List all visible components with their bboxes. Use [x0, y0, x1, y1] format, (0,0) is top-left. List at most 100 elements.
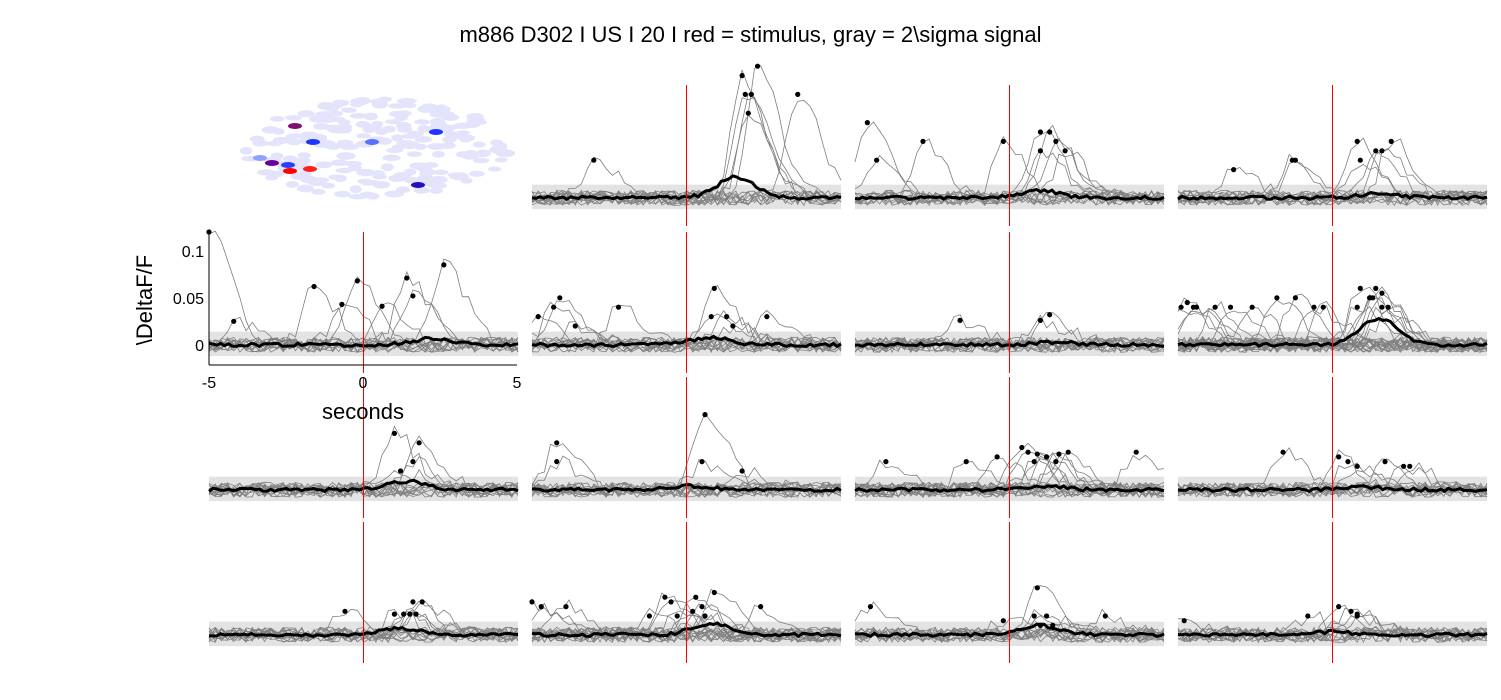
roi-cell: [391, 134, 404, 142]
roi-cell: [269, 115, 285, 122]
roi-cell: [315, 161, 333, 169]
roi-highlight: [306, 139, 320, 145]
roi-cell: [382, 154, 401, 162]
roi-cell: [456, 130, 471, 136]
event-peak-marker: [730, 323, 736, 329]
roi-cell: [363, 112, 378, 121]
event-peak-marker: [1062, 148, 1068, 154]
roi-cell: [386, 147, 404, 154]
event-peak-marker: [1320, 304, 1326, 310]
y-tick-label: 0.05: [173, 291, 204, 308]
roi-cell: [336, 139, 354, 147]
event-peak-marker: [1370, 295, 1376, 301]
roi-cell: [381, 163, 394, 172]
roi-cell: [431, 150, 445, 158]
event-peak-marker: [1354, 138, 1360, 144]
event-peak-marker: [1357, 285, 1363, 291]
roi-cell: [328, 110, 344, 117]
roi-cell: [416, 174, 435, 182]
event-peak-marker: [699, 459, 705, 465]
trace-panel: [206, 229, 519, 373]
event-peak-marker: [795, 91, 801, 97]
event-peak-marker: [883, 459, 889, 465]
trace-panel: [531, 232, 842, 373]
event-peak-marker: [1050, 622, 1056, 629]
y-tick-label: 0.1: [182, 244, 204, 261]
event-peak-marker: [920, 138, 926, 144]
trace-panel: [208, 522, 519, 663]
event-peak-marker: [231, 318, 237, 324]
event-peak-marker: [1249, 304, 1255, 310]
event-peak-marker: [1292, 157, 1299, 163]
roi-cell: [359, 191, 375, 198]
roi-cell: [461, 152, 480, 160]
roi-cell: [472, 141, 486, 148]
axes-panel: -5 0 5 seconds 0 0.05 0.1 \DeltaF/F: [132, 232, 522, 424]
event-peak-marker: [1031, 459, 1037, 465]
trace-panels: [206, 63, 1488, 663]
event-peak-marker: [391, 430, 397, 436]
roi-cell: [495, 149, 516, 158]
roi-cell: [455, 134, 475, 140]
roi-highlight: [253, 155, 267, 161]
event-peak-marker: [1034, 585, 1040, 591]
event-peak-marker: [1382, 459, 1388, 465]
event-peak-marker: [674, 613, 680, 619]
roi-cell: [261, 126, 280, 134]
event-peak-marker: [1274, 295, 1280, 301]
roi-cell: [413, 143, 427, 150]
event-peak-marker: [1019, 444, 1025, 451]
roi-cell: [384, 190, 405, 198]
roi-cell: [429, 117, 446, 125]
roi-cell: [300, 131, 319, 139]
event-peak-marker: [554, 440, 560, 446]
event-peak-marker: [708, 314, 714, 320]
event-peak-marker: [739, 468, 745, 474]
event-peak-marker: [1065, 449, 1071, 455]
event-peak-marker: [1043, 613, 1050, 619]
event-peak-marker: [864, 120, 870, 126]
event-peak-marker: [1037, 148, 1043, 154]
event-peak-marker: [404, 275, 410, 281]
roi-cell: [239, 146, 253, 155]
x-tick-label: 0: [359, 375, 368, 392]
event-peak-marker: [1345, 459, 1351, 465]
roi-highlight: [288, 123, 302, 129]
event-peak-marker: [754, 63, 761, 69]
roi-cell: [442, 136, 457, 143]
roi-cell: [285, 180, 299, 188]
event-peak-marker: [1280, 449, 1286, 455]
event-peak-marker: [742, 91, 748, 97]
event-peak-marker: [1178, 304, 1184, 310]
trace-panel: [1177, 85, 1488, 226]
roi-highlight: [283, 168, 297, 174]
roi-highlight: [265, 160, 279, 166]
roi-cell: [469, 170, 485, 177]
event-peak-marker: [1385, 304, 1391, 310]
roi-highlight: [281, 162, 295, 168]
roi-cell: [429, 108, 443, 115]
event-peak-marker: [1400, 463, 1407, 469]
event-peak-marker: [1047, 312, 1053, 318]
event-peak-marker: [1388, 138, 1394, 144]
event-peak-marker: [1043, 454, 1050, 460]
roi-cell: [356, 168, 376, 177]
event-peak-marker: [1133, 449, 1139, 455]
event-peak-marker: [342, 608, 348, 614]
roi-highlight: [303, 166, 317, 172]
roi-cell: [433, 169, 449, 176]
event-peak-marker: [615, 304, 622, 310]
roi-cell: [332, 99, 350, 107]
event-peak-marker: [1354, 613, 1360, 619]
event-peak-marker: [1336, 454, 1342, 460]
event-peak-marker: [702, 613, 708, 619]
roi-cell: [426, 180, 443, 189]
event-peak-marker: [711, 589, 717, 596]
roi-cell: [293, 171, 312, 178]
roi-map: [239, 96, 516, 200]
roi-cell: [475, 149, 491, 158]
roi-cell: [336, 126, 353, 134]
roi-cell: [355, 120, 371, 128]
roi-cell: [372, 173, 388, 180]
event-peak-marker: [1000, 618, 1006, 624]
